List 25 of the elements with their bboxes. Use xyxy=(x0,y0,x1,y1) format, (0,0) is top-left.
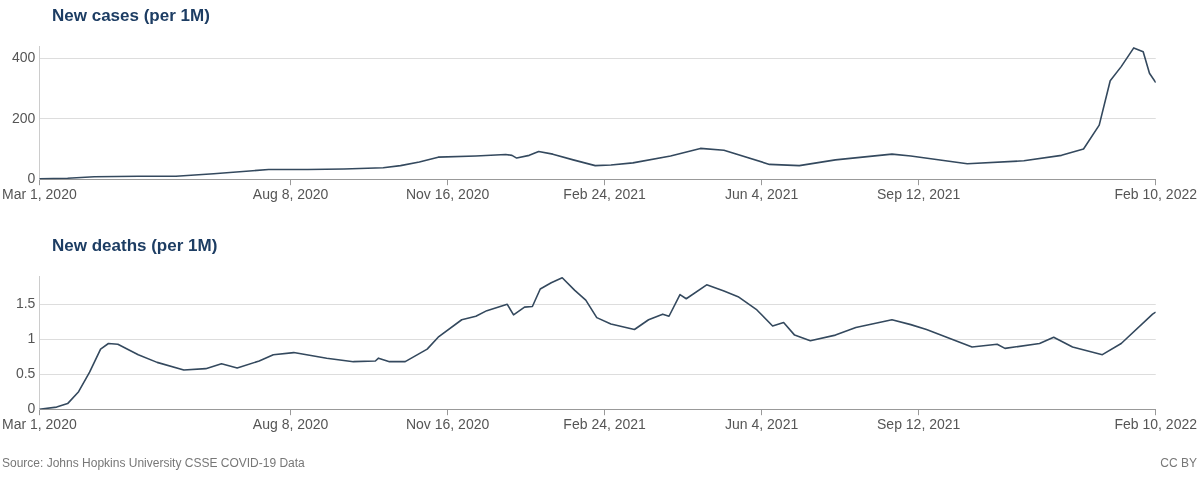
source-note: Source: Johns Hopkins University CSSE COVID-19 Data xyxy=(2,456,305,470)
y-tick-label: 0 xyxy=(27,400,36,417)
x-tick-label: Mar 1, 2020 xyxy=(2,186,77,203)
x-tick-label: Aug 8, 2020 xyxy=(252,186,329,203)
chart-title: New cases (per 1M) xyxy=(52,6,210,26)
text: CC BY xyxy=(1160,456,1197,470)
x-tick-label: Jun 4, 2021 xyxy=(725,416,799,433)
x-tick-label: Nov 16, 2020 xyxy=(405,186,490,203)
x-tick-label: Sep 12, 2021 xyxy=(877,186,961,203)
x-tick-label: Feb 24, 2021 xyxy=(563,186,647,203)
x-tick-label: Nov 16, 2020 xyxy=(405,416,490,433)
x-tick-label: Aug 8, 2020 xyxy=(252,416,329,433)
y-tick-label: 200 xyxy=(12,109,36,126)
y-tick-label: 0.5 xyxy=(15,365,36,382)
y-tick-label: 1.5 xyxy=(15,295,36,312)
x-tick-label: Mar 1, 2020 xyxy=(2,416,77,433)
x-tick-label: Feb 24, 2021 xyxy=(563,416,647,433)
y-tick-label: 1 xyxy=(27,330,36,347)
y-tick-label: 0 xyxy=(27,170,36,187)
x-tick-label: Feb 10, 2022 xyxy=(1114,186,1198,203)
x-tick-label: Jun 4, 2021 xyxy=(725,186,799,203)
chart-title: New deaths (per 1M) xyxy=(52,236,218,256)
x-tick-label: Feb 10, 2022 xyxy=(1114,416,1198,433)
x-tick-label: Sep 12, 2021 xyxy=(877,416,961,433)
y-tick-label: 400 xyxy=(12,49,36,66)
